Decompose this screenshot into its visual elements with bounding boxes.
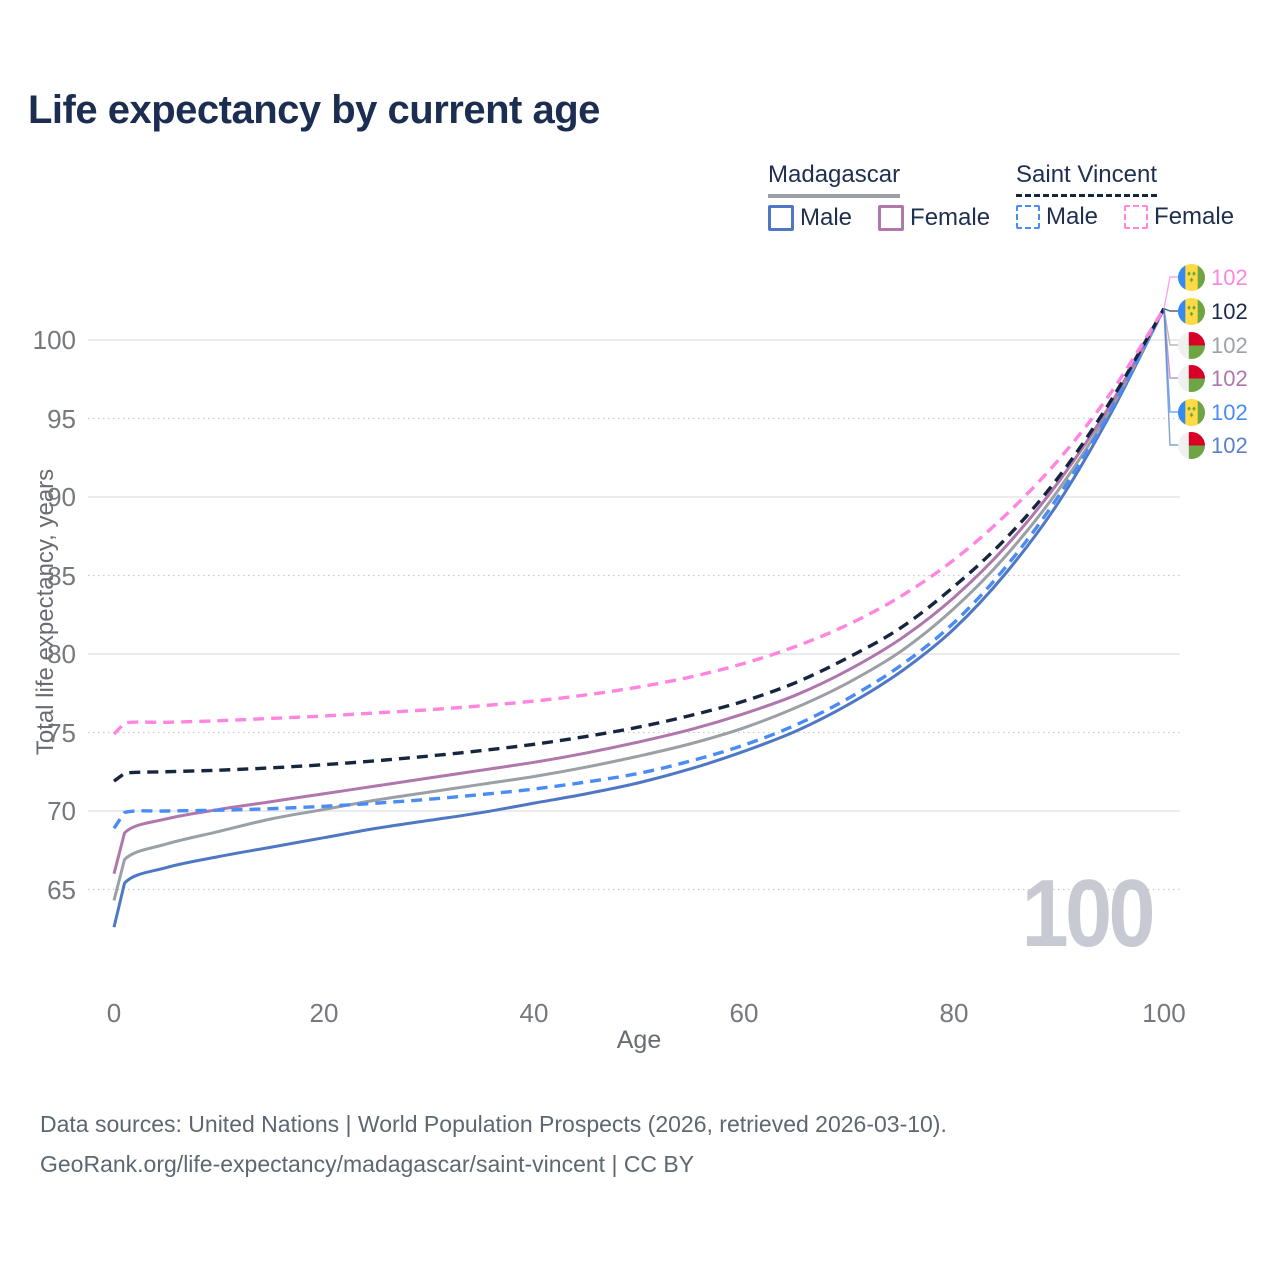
x-tick: 20 bbox=[309, 998, 339, 1028]
endpoint-value: 102 bbox=[1211, 432, 1248, 458]
endpoint-value: 102 bbox=[1211, 264, 1248, 290]
endpoint-row: 102 bbox=[1178, 364, 1248, 392]
y-tick: 75 bbox=[47, 717, 76, 748]
legend-label: Male bbox=[1046, 203, 1099, 230]
legend-title-madagascar: Madagascar bbox=[768, 161, 901, 198]
endpoint-value: 102 bbox=[1211, 298, 1248, 324]
age-watermark: 100 bbox=[1021, 860, 1156, 967]
y-tick: 65 bbox=[47, 874, 76, 905]
attribution-line: GeoRank.org/life-expectancy/madagascar/s… bbox=[40, 1151, 695, 1177]
flag-icon-madagascar bbox=[1178, 331, 1205, 359]
legend-label: Male bbox=[800, 204, 853, 231]
x-axis-title: Age bbox=[616, 1026, 662, 1054]
data-source-line: Data sources: United Nations | World Pop… bbox=[40, 1111, 947, 1137]
legend-swatch-saint-vincent-female bbox=[1124, 205, 1149, 229]
legend-group-madagascar: Madagascar Male Female bbox=[768, 161, 990, 232]
legend-item-madagascar-female[interactable]: Female bbox=[878, 204, 990, 232]
y-tick: 85 bbox=[47, 560, 76, 591]
x-tick: 80 bbox=[939, 998, 969, 1028]
legend-label: Female bbox=[910, 204, 991, 231]
flag-icon-madagascar bbox=[1178, 364, 1205, 392]
legend-swatch-madagascar-female bbox=[878, 205, 905, 231]
y-tick: 70 bbox=[47, 796, 76, 826]
footer: Data sources: United Nations | World Pop… bbox=[40, 1104, 947, 1184]
endpoint-row: 102 bbox=[1178, 431, 1248, 459]
endpoint-row: 102 bbox=[1178, 297, 1248, 325]
legend-swatch-madagascar-male bbox=[768, 205, 794, 231]
y-tick: 80 bbox=[47, 639, 76, 669]
endpoint-row: 102 bbox=[1178, 398, 1248, 426]
y-tick: 95 bbox=[47, 403, 76, 434]
endpoint-value: 102 bbox=[1211, 399, 1248, 425]
legend-title-saint-vincent: Saint Vincent bbox=[1016, 161, 1157, 197]
x-tick: 0 bbox=[106, 998, 122, 1028]
endpoint-row: 102 bbox=[1178, 263, 1248, 291]
flag-icon-saint-vincent bbox=[1178, 263, 1205, 291]
x-tick: 60 bbox=[729, 998, 759, 1028]
endpoint-row: 102 bbox=[1178, 331, 1248, 359]
flag-icon-saint-vincent bbox=[1178, 297, 1205, 325]
legend-item-saint-vincent-female[interactable]: Female bbox=[1124, 203, 1234, 231]
y-tick: 100 bbox=[32, 325, 76, 355]
x-tick: 40 bbox=[519, 998, 549, 1028]
y-tick: 90 bbox=[47, 482, 76, 512]
flag-icon-madagascar bbox=[1178, 431, 1205, 459]
legend-item-madagascar-male[interactable]: Male bbox=[768, 204, 852, 232]
legend-item-saint-vincent-male[interactable]: Male bbox=[1016, 203, 1098, 231]
flag-icon-saint-vincent bbox=[1178, 398, 1205, 426]
legend-group-saint-vincent: Saint Vincent Male Female bbox=[1016, 161, 1234, 231]
legend-label: Female bbox=[1154, 203, 1235, 230]
endpoint-value: 102 bbox=[1211, 365, 1248, 391]
x-tick: 100 bbox=[1142, 998, 1186, 1028]
legend-swatch-saint-vincent-male bbox=[1016, 205, 1040, 229]
page-title: Life expectancy by current age bbox=[28, 88, 600, 132]
endpoint-value: 102 bbox=[1211, 332, 1248, 358]
